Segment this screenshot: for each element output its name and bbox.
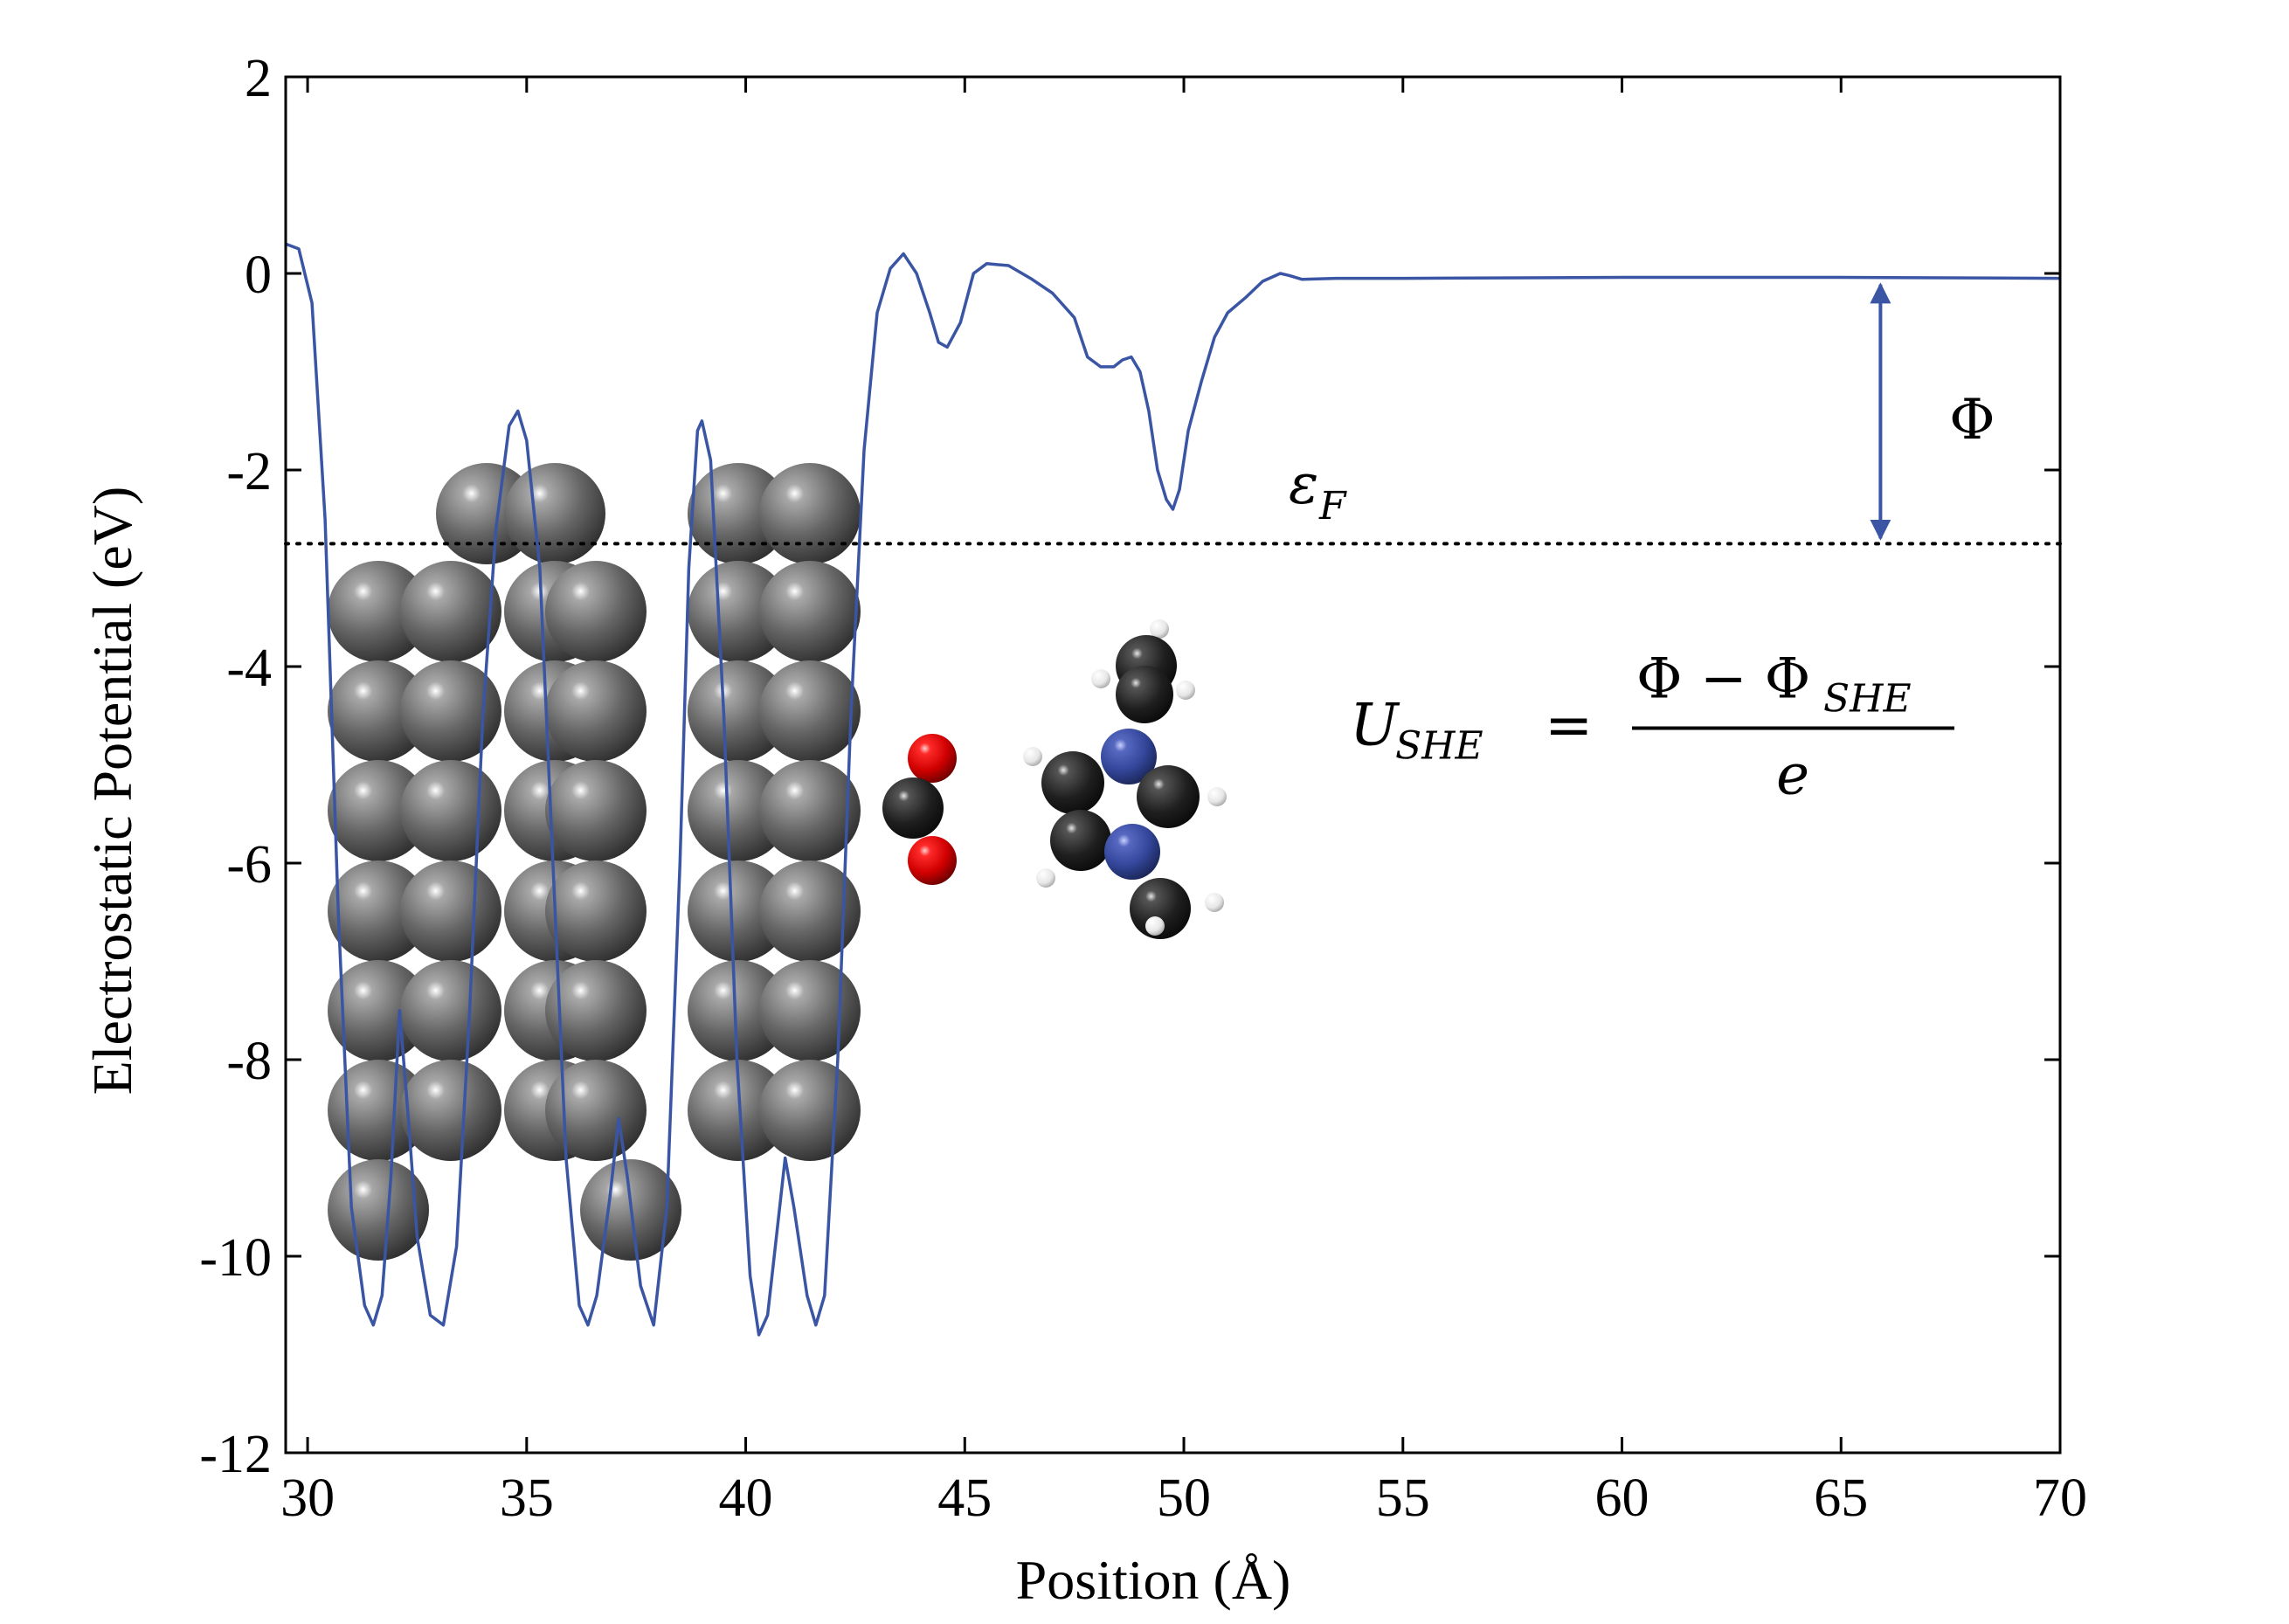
x-tick-label: 65	[1814, 1469, 1868, 1528]
carbon-atom	[1116, 666, 1173, 723]
y-tick-label: -4	[226, 639, 272, 698]
fermi-label: ε	[1289, 453, 1318, 517]
y-axis-title: Electrostatic Potential (eV)	[81, 487, 143, 1095]
x-tick-label: 70	[2033, 1469, 2087, 1528]
metal-atom	[328, 960, 429, 1061]
atomic-structure	[328, 463, 1227, 1261]
metal-atom	[400, 960, 501, 1061]
y-tick-label: -2	[226, 442, 272, 501]
formula-equals: =	[1545, 692, 1593, 759]
metal-atom	[545, 660, 647, 762]
metal-atom	[688, 760, 789, 861]
plot-lines	[284, 242, 2062, 1337]
metal-atom	[545, 760, 647, 861]
metal-atom	[328, 1060, 429, 1161]
metal-atom	[759, 960, 861, 1061]
formula-lhs-subscript: SHE	[1395, 724, 1483, 769]
metal-atom	[400, 760, 501, 861]
formula-denominator: e	[1776, 743, 1809, 808]
hydrogen-atom	[1176, 681, 1195, 700]
metal-atom	[688, 860, 789, 962]
metal-atom	[688, 960, 789, 1061]
metal-atom	[328, 660, 429, 762]
carbon-atom	[1041, 751, 1104, 814]
carbon-atom	[1050, 810, 1111, 871]
workfunction-label: Φ	[1949, 388, 1995, 453]
y-tick-label: 2	[245, 49, 272, 108]
metal-atom	[688, 660, 789, 762]
metal-atom	[400, 660, 501, 762]
nitrogen-atom	[1101, 729, 1157, 784]
metal-atom	[759, 1060, 861, 1161]
formula-numerator: Φ − Φ	[1636, 647, 1810, 712]
hydrogen-atom	[1023, 747, 1042, 766]
metal-atom	[400, 1060, 501, 1161]
y-tick-label: -6	[226, 835, 272, 895]
oxygen-atom	[908, 734, 957, 783]
carbon-atom	[1130, 878, 1191, 939]
oxygen-atom	[908, 836, 957, 885]
metal-atom	[328, 860, 429, 962]
metal-atom	[759, 561, 861, 662]
x-tick-label: 60	[1595, 1469, 1649, 1528]
x-tick-label: 30	[280, 1469, 335, 1528]
metal-atom	[328, 1159, 429, 1261]
x-tick-label: 45	[937, 1469, 992, 1528]
y-tick-label: -8	[226, 1032, 272, 1091]
metal-atom	[504, 463, 605, 564]
tick-labels: 30 35 40 45 50 55 60 65 70 2 0 -2 -4 -6 -8 -10 -12	[199, 49, 2087, 1528]
metal-atom	[328, 760, 429, 861]
hydrogen-atom	[1205, 893, 1224, 912]
metal-atom	[759, 860, 861, 962]
metal-atom	[328, 561, 429, 662]
metal-atom	[688, 1060, 789, 1161]
x-tick-label: 50	[1157, 1469, 1211, 1528]
metal-atom	[400, 561, 501, 662]
plot-frame	[284, 75, 2062, 1455]
metal-atom	[545, 860, 647, 962]
metal-atom	[545, 1060, 647, 1161]
nitrogen-atom	[1104, 824, 1160, 880]
hydrogen-atom	[1150, 619, 1169, 639]
potential-curve	[285, 242, 2061, 1337]
y-tick-label: -12	[199, 1425, 272, 1484]
hydrogen-atom	[1207, 787, 1227, 806]
x-axis-title: Position (Å)	[1016, 1549, 1291, 1611]
carbon-atom	[882, 777, 944, 839]
metal-atom	[759, 760, 861, 861]
y-tick-label: -10	[199, 1228, 272, 1288]
x-tick-label: 35	[500, 1469, 554, 1528]
formula-lhs: U	[1350, 692, 1400, 759]
metal-atom	[400, 860, 501, 962]
carbon-atom	[1137, 765, 1200, 828]
hydrogen-atom	[1091, 669, 1110, 688]
hydrogen-atom	[1145, 916, 1165, 936]
x-tick-label: 40	[719, 1469, 773, 1528]
x-tick-label: 55	[1376, 1469, 1430, 1528]
y-tick-label: 0	[245, 245, 272, 305]
metal-atom	[759, 463, 861, 564]
metal-atom	[545, 561, 647, 662]
metal-atom	[545, 960, 647, 1061]
hydrogen-atom	[1036, 868, 1055, 888]
formula-numerator-subscript: SHE	[1823, 677, 1912, 722]
metal-atom	[688, 561, 789, 662]
fermi-label-subscript: F	[1318, 484, 1347, 529]
metal-atom	[759, 660, 861, 762]
